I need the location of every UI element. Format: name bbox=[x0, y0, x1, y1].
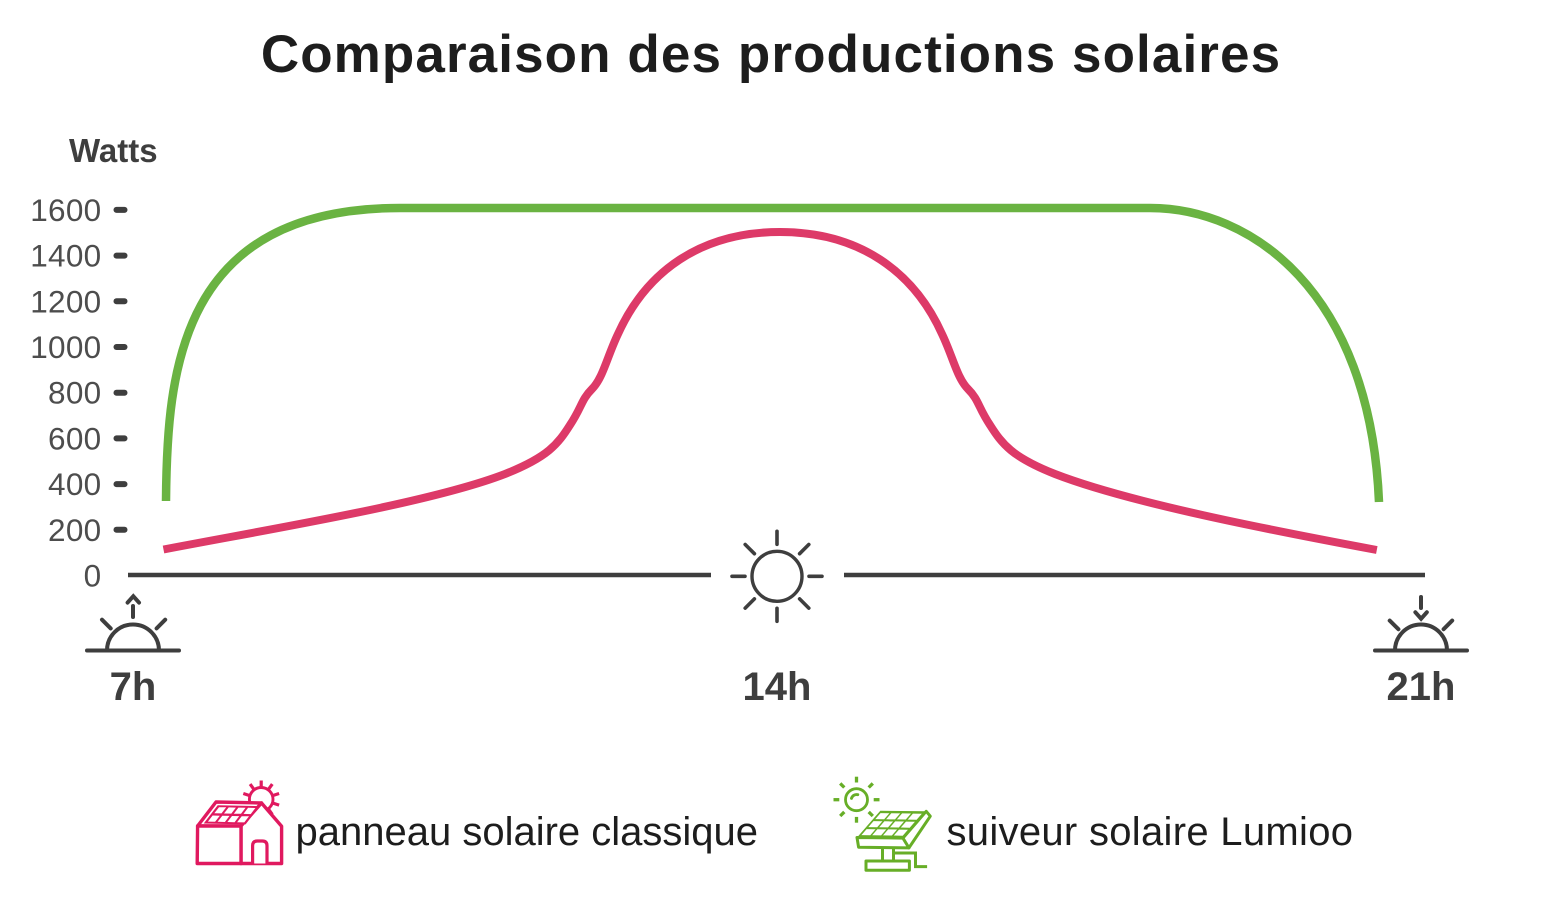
svg-text:suiveur solaire Lumioo: suiveur solaire Lumioo bbox=[947, 810, 1354, 854]
svg-text:21h: 21h bbox=[1387, 665, 1456, 709]
svg-text:1200: 1200 bbox=[30, 283, 101, 319]
svg-text:1600: 1600 bbox=[30, 192, 101, 228]
svg-text:panneau solaire classique: panneau solaire classique bbox=[296, 810, 759, 854]
svg-text:0: 0 bbox=[84, 558, 102, 594]
svg-text:600: 600 bbox=[48, 420, 101, 456]
svg-text:400: 400 bbox=[48, 466, 101, 502]
svg-text:800: 800 bbox=[48, 375, 101, 411]
svg-text:Watts: Watts bbox=[69, 132, 158, 169]
svg-text:1400: 1400 bbox=[30, 238, 101, 274]
svg-text:7h: 7h bbox=[110, 665, 157, 709]
svg-text:14h: 14h bbox=[743, 665, 812, 709]
svg-text:Comparaison des productions so: Comparaison des productions solaires bbox=[261, 25, 1281, 84]
svg-text:200: 200 bbox=[48, 512, 101, 548]
svg-text:1000: 1000 bbox=[30, 329, 101, 365]
